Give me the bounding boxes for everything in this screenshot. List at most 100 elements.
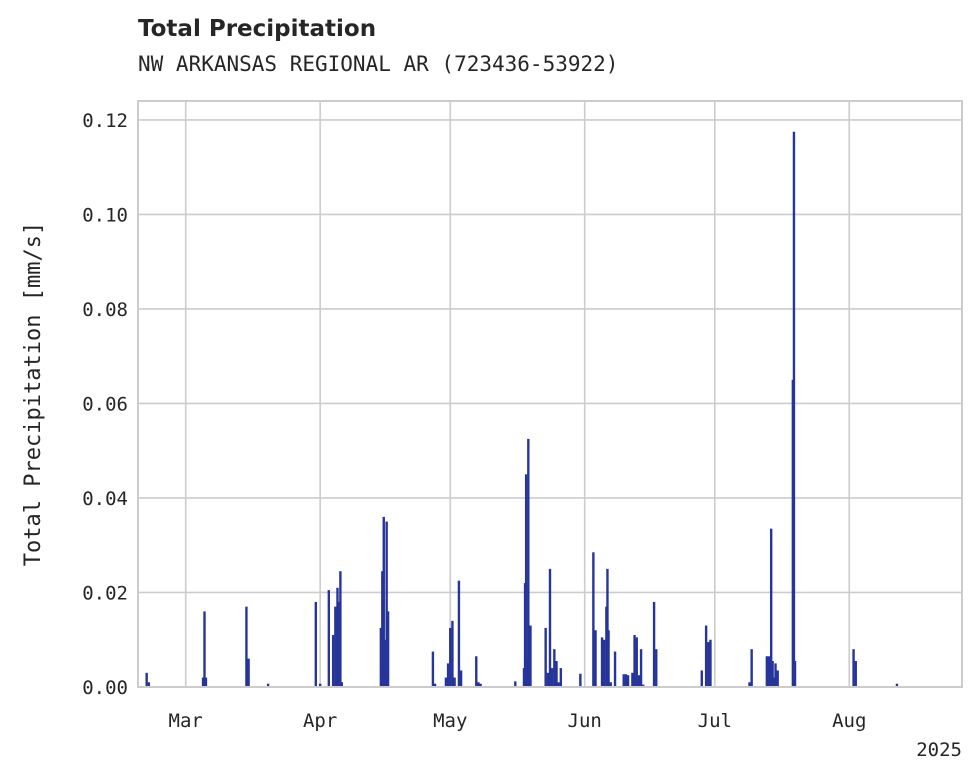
precip-bar <box>327 590 331 687</box>
precip-bar <box>594 630 597 687</box>
y-tick-label: 0.00 <box>82 677 128 699</box>
precip-bar <box>613 651 617 687</box>
x-tick-label: Jun <box>568 710 602 732</box>
precip-bar <box>624 674 628 687</box>
precip-bar <box>600 637 604 687</box>
precip-bar <box>792 131 796 688</box>
precip-bar <box>379 627 383 687</box>
y-tick-label: 0.04 <box>82 488 128 510</box>
precip-bar <box>384 639 387 687</box>
precip-bar <box>529 625 532 687</box>
precip-bar <box>546 672 550 687</box>
precip-bar <box>334 606 337 687</box>
precip-bar <box>433 683 437 687</box>
precip-bar <box>771 661 774 687</box>
precip-bar <box>204 677 208 687</box>
precip-bar <box>769 528 773 687</box>
precip-bar <box>479 683 482 687</box>
precip-bar <box>548 568 552 687</box>
precip-bar <box>606 568 609 687</box>
precip-bar <box>340 682 344 687</box>
precip-bar <box>331 635 335 687</box>
precip-bar <box>385 521 388 687</box>
precip-bar <box>557 682 560 687</box>
precip-bar <box>247 658 250 687</box>
precip-bar <box>527 438 530 687</box>
precip-bar <box>592 552 595 687</box>
y-tick-label: 0.06 <box>82 393 128 415</box>
grid-lines <box>138 101 962 688</box>
precip-bar <box>449 627 452 687</box>
y-tick-labels: 0.00 0.02 0.04 0.06 0.08 0.10 0.12 <box>82 110 128 699</box>
precip-bar <box>704 625 708 687</box>
precip-bar <box>748 682 751 687</box>
precip-bar <box>444 677 448 687</box>
precip-bar <box>637 675 641 687</box>
precip-bar <box>772 677 776 687</box>
precip-bar <box>147 682 151 687</box>
x-axis-offset-label: 2025 <box>916 739 962 761</box>
precip-bar <box>607 630 610 687</box>
precip-bar <box>700 670 703 687</box>
precip-bar <box>852 649 855 687</box>
precip-bar <box>765 656 769 687</box>
y-tick-label: 0.12 <box>82 110 128 132</box>
precip-bar <box>318 683 322 687</box>
precip-bar <box>622 674 625 687</box>
precip-bar <box>446 663 450 687</box>
precip-bar <box>451 620 454 687</box>
precip-bar <box>774 663 777 687</box>
precip-bar <box>854 661 857 687</box>
y-tick-label: 0.10 <box>82 204 128 226</box>
x-tick-label: May <box>433 710 467 732</box>
precip-bar <box>145 672 148 687</box>
precip-bar <box>626 675 630 687</box>
precip-bar <box>336 587 339 687</box>
precip-bar <box>750 649 753 687</box>
precip-bar <box>642 684 645 687</box>
precip-bar <box>514 681 517 687</box>
precip-bar <box>767 656 771 687</box>
precip-bar <box>337 601 341 687</box>
y-tick-label: 0.02 <box>82 582 128 604</box>
x-tick-label: Jul <box>698 710 732 732</box>
precip-bar <box>453 677 456 687</box>
precip-bar <box>431 651 435 687</box>
chart-title: Total Precipitation <box>138 16 377 42</box>
precip-bar <box>475 656 478 687</box>
x-tick-labels: Mar Apr May Jun Jul Aug <box>169 710 867 732</box>
precip-bar <box>339 571 342 687</box>
precip-bar <box>776 670 779 687</box>
precip-bar <box>609 682 612 687</box>
precip-bar <box>201 677 205 687</box>
chart-subtitle: NW ARKANSAS REGIONAL AR (723436-53922) <box>138 52 619 76</box>
x-tick-label: Apr <box>303 710 337 732</box>
precip-bar <box>603 639 606 687</box>
x-tick-label: Aug <box>832 710 866 732</box>
precip-bar <box>639 649 643 687</box>
precip-bar <box>550 668 554 687</box>
precip-bar <box>895 683 899 687</box>
precip-bar <box>477 682 480 687</box>
precipitation-bars <box>145 131 899 688</box>
precip-bar <box>266 683 270 687</box>
precip-bar <box>245 606 248 687</box>
y-axis-label: Total Precipitation [mm/s] <box>21 222 46 566</box>
precip-bar <box>382 516 385 687</box>
precip-bar <box>633 635 636 687</box>
precip-bar <box>314 601 318 687</box>
precip-bar <box>203 611 206 687</box>
precip-bar <box>386 611 390 687</box>
precip-bar <box>579 673 582 687</box>
precip-bar <box>524 474 528 687</box>
precip-bar <box>381 571 384 687</box>
precip-bar <box>655 649 658 687</box>
precip-bar <box>631 672 634 687</box>
plot-frame <box>137 100 963 688</box>
y-tick-label: 0.08 <box>82 299 128 321</box>
precip-bar <box>559 668 563 687</box>
precip-bar <box>635 637 638 687</box>
precip-bar <box>652 601 656 687</box>
precip-bar <box>457 580 461 687</box>
